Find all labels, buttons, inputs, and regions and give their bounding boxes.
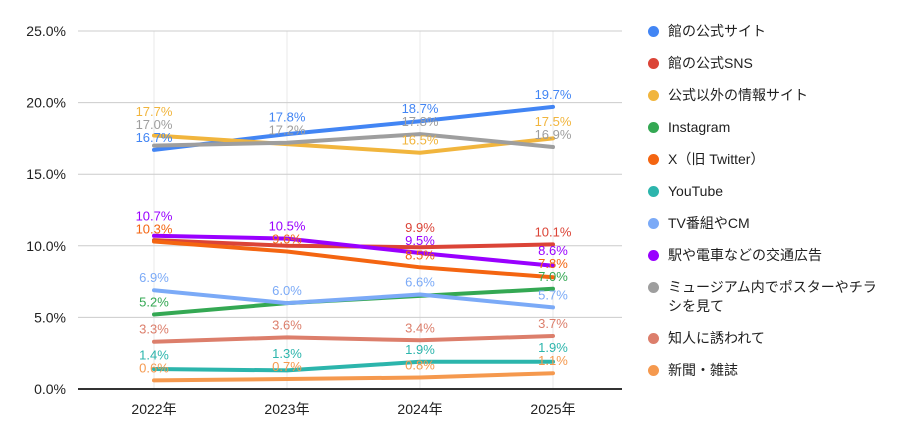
legend-swatch-icon — [648, 218, 659, 229]
legend-label: 公式以外の情報サイト — [668, 87, 808, 103]
data-label: 1.1% — [538, 353, 568, 368]
legend-label: TV番組やCM — [668, 215, 750, 231]
legend-item-6: TV番組やCM — [648, 214, 896, 233]
data-label: 10.1% — [535, 224, 572, 239]
legend-item-1: 館の公式SNS — [648, 54, 896, 73]
data-label: 6.9% — [139, 270, 169, 285]
data-label: 0.6% — [139, 360, 169, 375]
data-label: 5.7% — [538, 287, 568, 302]
legend-swatch-icon — [648, 58, 659, 69]
legend-item-5: YouTube — [648, 182, 896, 201]
data-label: 5.2% — [139, 295, 169, 310]
data-label: 9.5% — [405, 233, 435, 248]
data-label: 16.9% — [535, 127, 572, 142]
legend-label: 新聞・雑誌 — [668, 362, 738, 378]
data-label: 3.4% — [405, 320, 435, 335]
y-tick-label: 20.0% — [26, 95, 66, 111]
legend-item-2: 公式以外の情報サイト — [648, 86, 896, 105]
legend-label: 知人に誘われて — [668, 330, 765, 346]
x-tick-label: 2024年 — [397, 401, 442, 417]
series-line-2 — [152, 133, 555, 155]
data-label: 3.6% — [272, 317, 302, 332]
data-label: 1.3% — [272, 346, 302, 361]
data-label: 0.7% — [272, 359, 302, 374]
data-label: 1.9% — [538, 340, 568, 355]
legend-swatch-icon — [648, 250, 659, 261]
legend-label: 館の公式サイト — [668, 23, 766, 39]
data-label: 16.7% — [136, 130, 173, 145]
x-tick-label: 2023年 — [264, 401, 309, 417]
plot-area: 0.0% 5.0% 10.0% 15.0% 20.0% 25.0% 2022年 2023年 20… — [26, 23, 622, 417]
legend-swatch-icon — [648, 333, 659, 344]
data-label: 9.9% — [405, 220, 435, 235]
series-line-7 — [152, 233, 555, 268]
legend-item-7: 駅や電車などの交通広告 — [648, 246, 896, 265]
series-line-9 — [152, 334, 555, 344]
data-label: 9.6% — [272, 232, 302, 247]
y-tick-label: 10.0% — [26, 238, 66, 254]
series-line-6 — [152, 288, 555, 310]
legend-label: 館の公式SNS — [668, 55, 753, 71]
legend-swatch-icon — [648, 26, 659, 37]
data-label: 6.6% — [405, 274, 435, 289]
data-label: 17.8% — [402, 114, 439, 129]
legend-swatch-icon — [648, 122, 659, 133]
data-label: 6.0% — [272, 283, 302, 298]
y-tick-label: 25.0% — [26, 23, 66, 39]
legend-label: ミュージアム内でポスターやチラシを見て — [668, 279, 877, 314]
data-label: 8.6% — [538, 243, 568, 258]
legend-item-3: Instagram — [648, 118, 896, 137]
data-label: 17.7% — [136, 104, 173, 119]
data-label: 8.5% — [405, 247, 435, 262]
legend-label: Instagram — [668, 119, 731, 135]
data-label: 3.7% — [538, 316, 568, 331]
data-label: 1.9% — [405, 342, 435, 357]
data-label: 0.8% — [405, 358, 435, 373]
series-line-0 — [152, 104, 555, 152]
legend-item-0: 館の公式サイト — [648, 22, 896, 41]
legend-label: YouTube — [668, 183, 724, 199]
data-label: 7.0% — [538, 269, 568, 284]
series-line-5 — [152, 359, 555, 373]
legend-item-4: X（旧 Twitter） — [648, 150, 896, 169]
data-label: 17.5% — [535, 114, 572, 129]
data-label: 19.7% — [535, 87, 572, 102]
y-tick-label: 15.0% — [26, 166, 66, 182]
legend-swatch-icon — [648, 154, 659, 165]
legend-swatch-icon — [648, 186, 659, 197]
data-label: 16.5% — [402, 133, 439, 148]
data-label: 10.3% — [136, 222, 173, 237]
x-tick-label: 2022年 — [131, 401, 176, 417]
legend-swatch-icon — [648, 90, 659, 101]
data-label: 7.8% — [538, 256, 568, 271]
legend-item-9: 知人に誘われて — [648, 329, 896, 348]
series-line-10 — [152, 371, 555, 383]
y-tick-label: 0.0% — [34, 381, 66, 397]
data-label: 3.3% — [139, 322, 169, 337]
legend-label: X（旧 Twitter） — [668, 151, 765, 167]
data-label: 17.8% — [269, 110, 306, 125]
series-line-4 — [152, 239, 555, 280]
data-label: 18.7% — [402, 101, 439, 116]
legend-swatch-icon — [648, 365, 659, 376]
data-label: 10.7% — [136, 209, 173, 224]
data-label: 1.4% — [139, 347, 169, 362]
legend-item-10: 新聞・雑誌 — [648, 361, 896, 380]
x-tick-label: 2025年 — [530, 401, 575, 417]
chart-legend: 館の公式サイト 館の公式SNS 公式以外の情報サイト Instagram X（旧 Twi… — [648, 22, 896, 380]
series-line-8 — [152, 132, 555, 149]
data-label: 10.5% — [269, 219, 306, 234]
data-label: 17.2% — [269, 123, 306, 138]
data-label: 17.0% — [136, 117, 173, 132]
y-tick-label: 5.0% — [34, 309, 66, 325]
legend-swatch-icon — [648, 282, 659, 293]
legend-item-8: ミュージアム内でポスターやチラシを見て — [648, 278, 896, 316]
legend-label: 駅や電車などの交通広告 — [668, 247, 822, 263]
